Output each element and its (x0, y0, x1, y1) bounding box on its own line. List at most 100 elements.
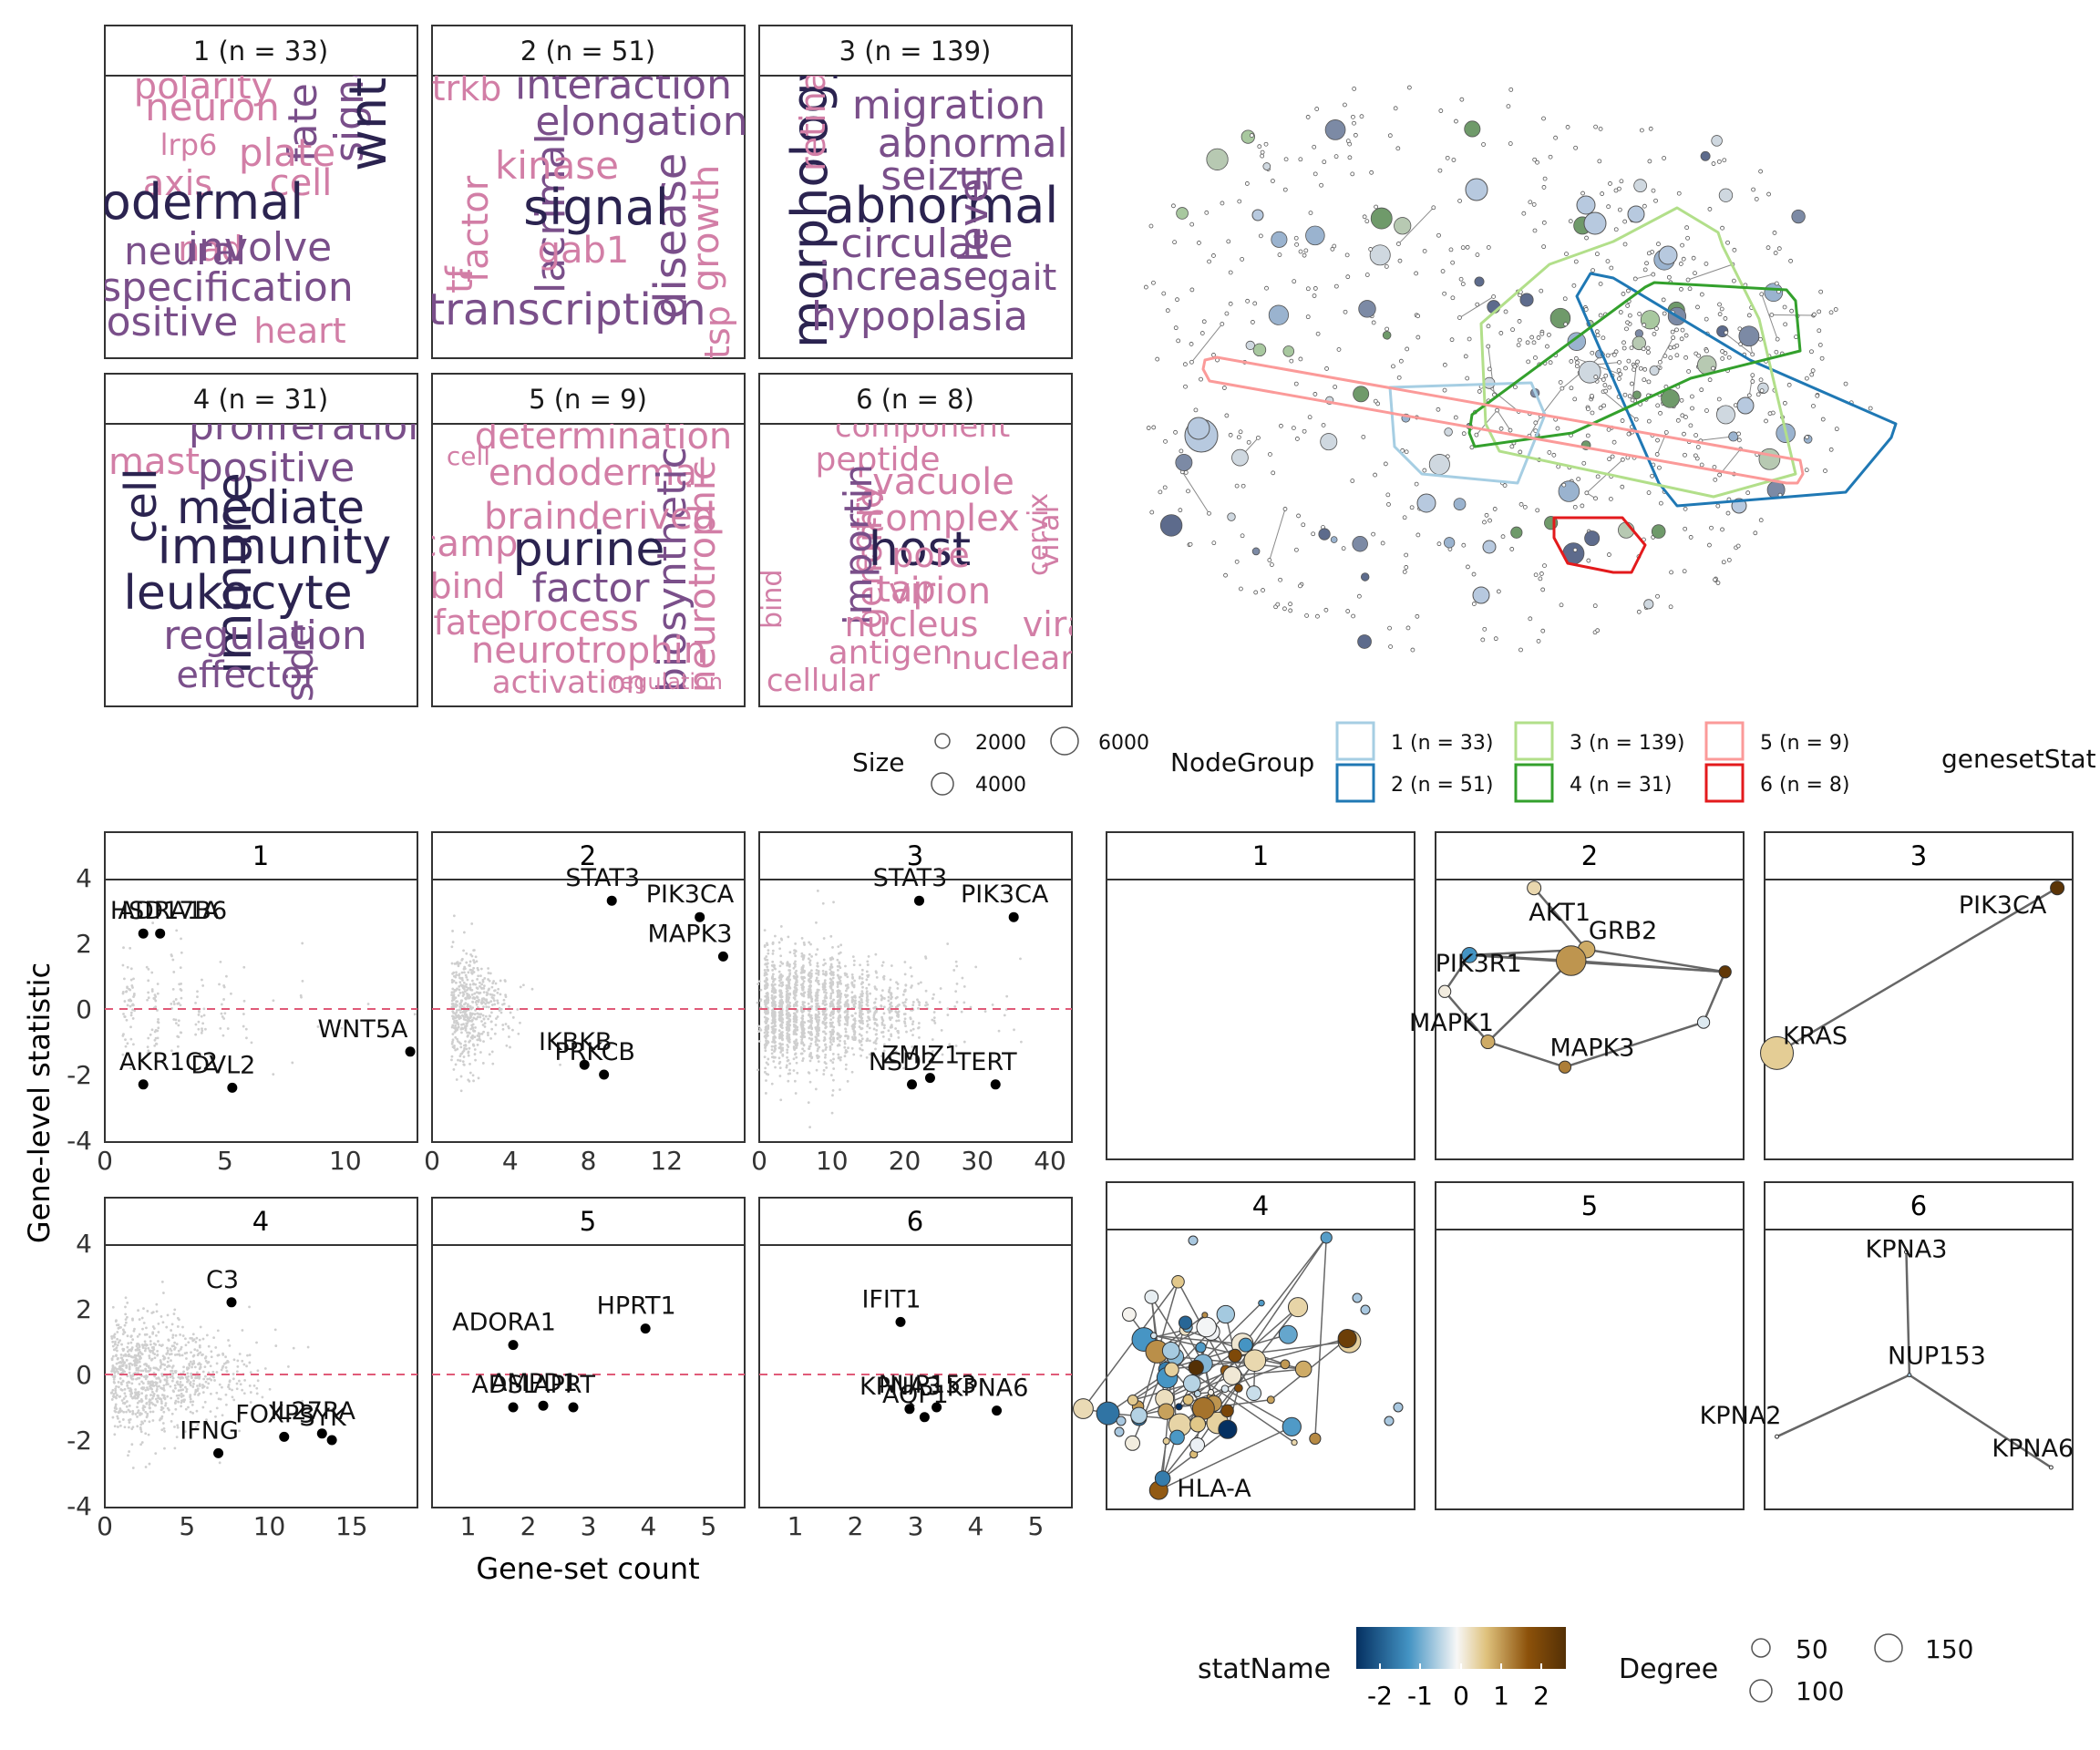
background-point (466, 988, 468, 992)
background-point (824, 1014, 828, 1017)
background-point (177, 1349, 180, 1353)
background-point (190, 1351, 192, 1354)
background-point (825, 991, 828, 994)
background-point (194, 1001, 197, 1004)
network-node (1721, 560, 1726, 565)
background-point (831, 976, 835, 980)
network-node (1319, 182, 1323, 188)
background-point (119, 1388, 123, 1391)
background-point (179, 1377, 182, 1380)
background-point (765, 986, 768, 989)
background-point (250, 1041, 253, 1045)
background-point (831, 1016, 835, 1019)
background-point (816, 993, 819, 997)
network-node (1201, 1312, 1209, 1319)
network-node (1726, 355, 1732, 360)
y-tick-label: 4 (76, 863, 92, 893)
network-node (1782, 400, 1787, 406)
background-point (821, 1049, 825, 1052)
background-point (210, 1355, 213, 1359)
background-point (224, 1365, 228, 1369)
network-node (1498, 426, 1504, 431)
background-point (128, 1353, 130, 1356)
background-point (204, 1027, 207, 1031)
network-node (1559, 602, 1564, 608)
background-point (466, 1031, 468, 1035)
background-point (794, 962, 797, 966)
wordcloud-word: gait (987, 257, 1057, 299)
background-point (149, 1401, 153, 1405)
network-node (1301, 522, 1306, 528)
group-hull-2 (1575, 272, 1898, 508)
background-point (470, 972, 474, 975)
wordcloud-word: polarity (134, 66, 273, 108)
background-point (851, 975, 854, 979)
background-point (796, 1025, 799, 1029)
network-node (1189, 287, 1195, 293)
network-node (1590, 393, 1594, 398)
background-point (465, 952, 468, 955)
network-node (1707, 377, 1713, 383)
background-point (815, 1055, 818, 1057)
background-point (890, 993, 892, 997)
network-node (1449, 337, 1455, 343)
background-point (131, 1396, 134, 1400)
background-point (166, 1349, 170, 1353)
background-point (962, 984, 966, 988)
background-point (255, 1386, 259, 1390)
network-node (1645, 345, 1651, 351)
background-point (180, 1405, 182, 1408)
background-point (194, 1388, 198, 1392)
background-point (487, 1005, 490, 1009)
background-point (860, 990, 864, 993)
network-node (1475, 302, 1480, 307)
background-point (479, 967, 483, 971)
network-node (1292, 279, 1297, 284)
network-node (1298, 356, 1303, 362)
background-point (243, 1378, 246, 1382)
background-point (150, 1346, 154, 1349)
background-point (764, 1070, 767, 1074)
network-node (1404, 565, 1409, 570)
network-node (1234, 559, 1240, 564)
network-edge (1687, 263, 1734, 281)
background-point (501, 1027, 505, 1031)
network-node (1794, 335, 1798, 340)
background-point (801, 1020, 804, 1023)
background-point (464, 996, 468, 1000)
network-node (1493, 636, 1498, 642)
network-node (1720, 225, 1724, 231)
background-point (113, 1375, 117, 1379)
network-node (1457, 315, 1462, 320)
background-point (466, 1022, 469, 1025)
background-point (188, 1364, 191, 1367)
network-node (1518, 647, 1523, 653)
network-node (1683, 526, 1688, 531)
network-node (1843, 381, 1848, 386)
network-node (1486, 324, 1491, 329)
network-node (1220, 1385, 1230, 1394)
network-node (1766, 191, 1771, 197)
background-point (155, 1310, 159, 1313)
background-point (953, 1004, 957, 1008)
network-node (1480, 637, 1486, 643)
background-point (462, 981, 466, 984)
background-point (182, 1365, 185, 1369)
background-point (522, 983, 525, 987)
network-node (1508, 141, 1513, 146)
background-point (866, 998, 870, 1002)
wordcloud-word: retinal (793, 60, 833, 171)
x-tick-label: 0 (424, 1146, 440, 1176)
background-point (831, 1061, 835, 1065)
background-point (852, 959, 856, 962)
background-point (207, 1382, 211, 1385)
network-node (1451, 158, 1457, 162)
network-node (1815, 393, 1820, 398)
network-node (1271, 179, 1275, 183)
network-node (1616, 367, 1621, 373)
background-point (832, 901, 835, 904)
background-point (821, 1010, 825, 1014)
background-point (180, 989, 183, 992)
background-point (179, 1347, 182, 1351)
background-point (785, 1065, 788, 1069)
